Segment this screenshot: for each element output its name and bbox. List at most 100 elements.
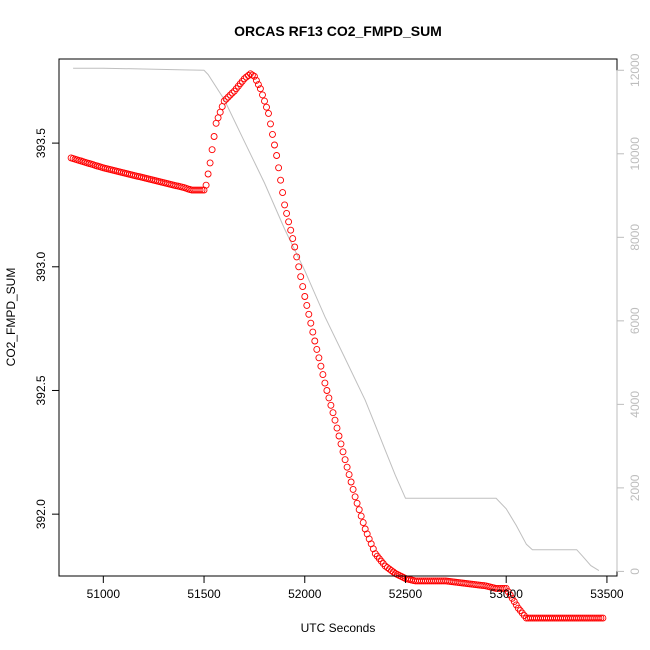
data-point bbox=[514, 604, 522, 612]
data-point bbox=[319, 371, 327, 379]
data-point bbox=[333, 424, 341, 432]
chart-title: ORCAS RF13 CO2_FMPD_SUM bbox=[234, 23, 442, 39]
data-point bbox=[252, 76, 260, 84]
x-tick-label: 51000 bbox=[87, 587, 121, 601]
data-point bbox=[271, 141, 278, 149]
x-tick-label: 51500 bbox=[187, 587, 221, 601]
data-point bbox=[236, 80, 244, 88]
y-tick-label: 392.0 bbox=[34, 499, 48, 529]
y-tick-label: 393.5 bbox=[34, 128, 48, 158]
data-point bbox=[248, 71, 256, 79]
data-point bbox=[323, 387, 331, 394]
y2-tick-label: 2000 bbox=[628, 474, 642, 501]
data-point bbox=[315, 354, 323, 362]
data-point bbox=[198, 186, 206, 194]
data-point bbox=[226, 91, 234, 99]
data-point bbox=[313, 345, 321, 353]
data-point bbox=[224, 93, 232, 101]
data-point bbox=[283, 209, 291, 217]
y2-tick-label: 4000 bbox=[628, 391, 642, 418]
data-point bbox=[335, 432, 343, 440]
data-point bbox=[228, 89, 236, 97]
y2-tick-label: 0 bbox=[628, 568, 642, 575]
data-point bbox=[331, 416, 339, 424]
data-point bbox=[295, 263, 303, 271]
x-tick-label: 52500 bbox=[389, 587, 423, 601]
data-point bbox=[387, 567, 395, 575]
data-point bbox=[220, 97, 228, 105]
data-point bbox=[597, 614, 605, 622]
data-point bbox=[309, 328, 317, 336]
data-point bbox=[279, 189, 287, 197]
data-point bbox=[353, 499, 361, 507]
x-axis: 51000 51500 52000 52500 53000 53500 bbox=[87, 575, 624, 601]
data-point bbox=[222, 95, 230, 103]
data-point bbox=[208, 146, 216, 154]
data-point bbox=[321, 379, 329, 387]
data-point bbox=[285, 218, 293, 226]
data-point bbox=[289, 235, 297, 243]
data-point bbox=[357, 512, 365, 520]
series-layer bbox=[67, 67, 607, 622]
data-point bbox=[307, 319, 315, 327]
data-point bbox=[385, 565, 393, 573]
data-point bbox=[599, 614, 607, 622]
data-point bbox=[351, 493, 359, 501]
y2-axis: 0 2000 4000 6000 8000 10000 12000 bbox=[616, 53, 642, 575]
data-point bbox=[206, 159, 214, 167]
x-tick-label: 53000 bbox=[490, 587, 524, 601]
data-point bbox=[196, 186, 204, 194]
data-point bbox=[287, 226, 295, 234]
data-point bbox=[259, 91, 266, 99]
y-axis-label: CO2_FMPD_SUM bbox=[4, 268, 18, 367]
data-point bbox=[204, 170, 212, 178]
data-point bbox=[305, 310, 313, 318]
data-point bbox=[261, 97, 268, 105]
data-point bbox=[345, 471, 353, 479]
data-point bbox=[256, 85, 264, 93]
data-point bbox=[355, 506, 363, 514]
data-point bbox=[265, 109, 272, 117]
data-point bbox=[291, 243, 299, 251]
x-tick-label: 52000 bbox=[288, 587, 322, 601]
data-point bbox=[254, 81, 262, 89]
data-point bbox=[273, 152, 281, 159]
data-point bbox=[214, 114, 222, 122]
y2-tick-label: 12000 bbox=[628, 53, 642, 87]
data-point bbox=[317, 362, 325, 370]
secondary-series-line bbox=[73, 67, 600, 572]
data-point bbox=[267, 120, 274, 128]
plot-area bbox=[58, 58, 618, 577]
x-axis-label: UTC Seconds bbox=[301, 621, 376, 635]
data-point bbox=[202, 181, 210, 189]
y-tick-label: 393.0 bbox=[34, 251, 48, 281]
data-point bbox=[595, 614, 603, 622]
data-point bbox=[498, 584, 506, 592]
data-point bbox=[242, 73, 250, 81]
y2-tick-label: 8000 bbox=[628, 224, 642, 251]
data-point bbox=[347, 478, 355, 486]
y2-tick-label: 6000 bbox=[628, 307, 642, 334]
data-point bbox=[301, 293, 309, 300]
data-point bbox=[325, 394, 333, 402]
data-point bbox=[281, 201, 289, 209]
y-axis: 392.0 392.5 393.0 393.5 bbox=[34, 128, 60, 529]
data-point bbox=[341, 456, 349, 464]
data-point bbox=[329, 409, 337, 417]
data-point bbox=[269, 130, 276, 138]
data-point bbox=[263, 103, 270, 111]
data-point bbox=[216, 108, 224, 116]
data-point bbox=[303, 301, 311, 309]
data-point bbox=[277, 176, 285, 184]
data-point bbox=[359, 519, 367, 527]
data-point bbox=[293, 253, 301, 261]
data-point bbox=[337, 440, 345, 448]
y-tick-label: 392.5 bbox=[34, 375, 48, 405]
data-point bbox=[377, 557, 385, 565]
data-point bbox=[299, 283, 307, 291]
data-point bbox=[311, 337, 319, 345]
x-tick-label: 53500 bbox=[590, 587, 624, 601]
data-point bbox=[250, 72, 258, 80]
data-point bbox=[343, 463, 351, 471]
